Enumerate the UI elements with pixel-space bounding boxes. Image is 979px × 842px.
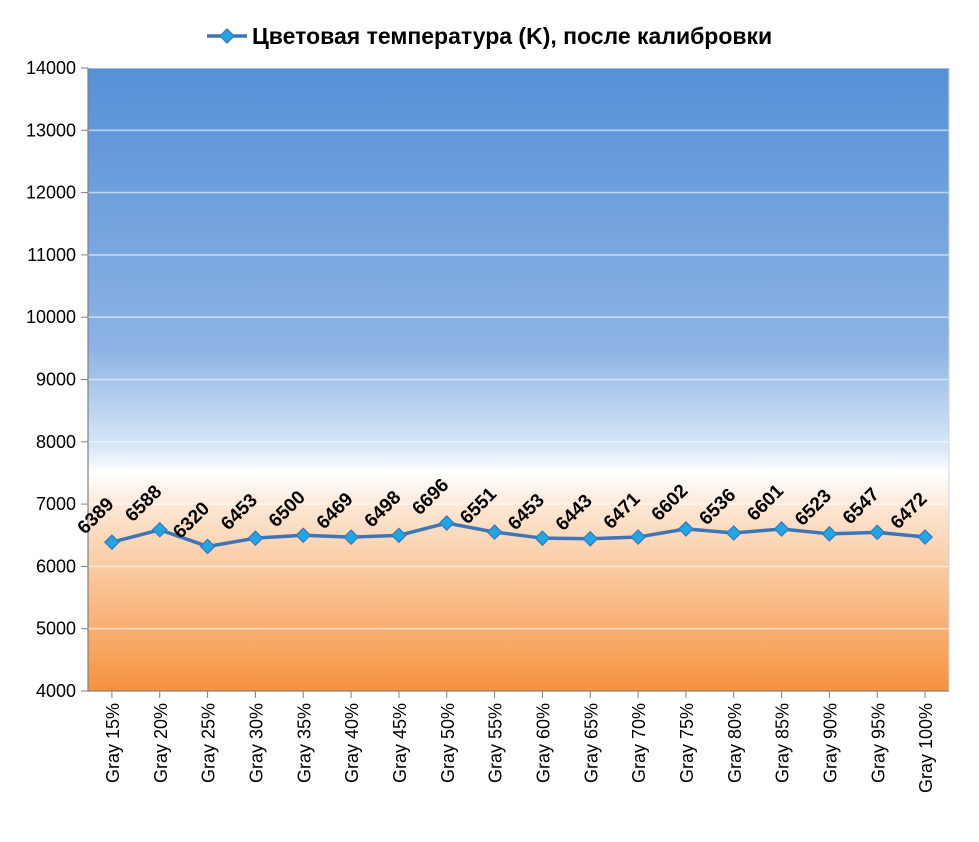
x-tick-label: Gray 35% [294,703,314,783]
legend-marker-icon [219,28,235,44]
data-point-marker [390,527,407,544]
x-tick-label: Gray 85% [773,703,793,783]
x-tick-label: Gray 75% [677,703,697,783]
series-line [111,521,926,549]
x-tick-label: Gray 20% [151,703,171,783]
y-tick-label: 7000 [36,494,76,514]
x-axis-ticks: Gray 15% Gray 20% Gray 25% Gray 30% Gray 35%… [103,691,936,793]
x-tick-label: Gray 30% [246,703,266,783]
x-tick-label: Gray 15% [103,703,123,783]
y-tick-label: 10000 [26,307,76,327]
x-tick-label: Gray 40% [342,703,362,783]
data-point-marker [247,530,264,547]
x-tick-label: Gray 90% [820,703,840,783]
data-point-marker [869,524,886,541]
data-point-marker [725,525,742,541]
x-tick-label: Gray 80% [725,703,745,783]
data-point-marker [917,529,934,545]
data-point-marker [534,530,551,547]
legend: Цветовая температура (K), после калибров… [207,23,772,49]
data-point-marker [821,525,838,542]
data-point-marker [151,521,168,538]
data-point-marker [773,521,790,537]
y-tick-label: 8000 [36,432,76,452]
y-axis-ticks: 4000 5000 6000 7000 8000 9000 10000 11000 12000 1… [26,58,88,701]
x-tick-label: Gray 70% [629,703,649,783]
x-tick-label: Gray 95% [868,703,888,783]
x-tick-label: Gray 65% [581,703,601,783]
data-point-marker [677,520,694,537]
y-tick-label: 11000 [27,245,76,265]
data-point-marker [630,529,647,545]
series-layer [103,515,934,555]
x-tick-label: Gray 50% [438,703,458,783]
data-point-marker [486,524,503,540]
x-tick-label: Gray 60% [533,703,553,783]
y-tick-label: 14000 [26,58,76,78]
data-point-marker [582,530,599,547]
data-point-marker [103,534,120,551]
x-tick-label: Gray 25% [199,703,219,783]
x-tick-label: Gray 45% [390,703,410,783]
y-tick-label: 4000 [36,681,76,701]
data-point-marker [199,538,216,555]
y-tick-label: 12000 [26,183,76,203]
y-tick-label: 6000 [36,556,76,576]
data-point-marker [295,527,312,544]
y-tick-label: 9000 [36,370,76,390]
x-tick-label: Gray 55% [486,703,506,783]
data-point-marker [343,529,360,546]
y-tick-label: 5000 [36,619,76,639]
data-point-marker [438,515,455,531]
legend-label: Цветовая температура (K), после калибров… [252,23,772,49]
gridlines [88,67,949,630]
y-tick-label: 13000 [26,120,76,140]
x-tick-label: Gray 100% [916,703,936,793]
